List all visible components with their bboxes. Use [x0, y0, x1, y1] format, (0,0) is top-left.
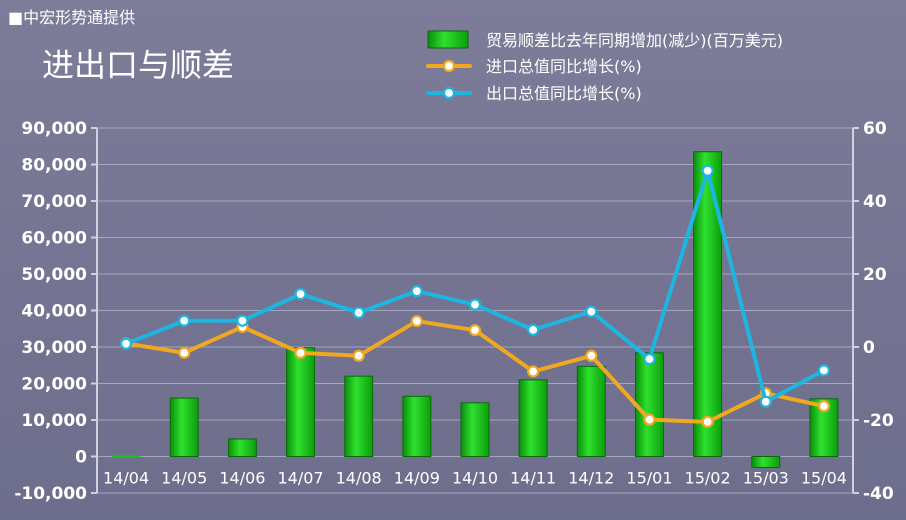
right-tick-label: 0	[863, 338, 875, 358]
left-tick-label: 40,000	[21, 302, 87, 322]
data-point	[352, 349, 365, 362]
left-tick-label: 0	[75, 448, 87, 468]
bar	[576, 365, 606, 457]
category-label: 14/04	[103, 469, 149, 488]
data-point	[759, 395, 772, 408]
legend-marker	[442, 59, 456, 73]
data-point	[410, 285, 423, 298]
legend-marker	[442, 86, 456, 100]
left-tick-label: 50,000	[21, 265, 87, 285]
left-tick-label: 30,000	[21, 338, 87, 358]
category-label: 15/04	[801, 469, 847, 488]
data-point	[527, 365, 540, 378]
category-label: 14/11	[510, 469, 556, 488]
right-tick-label: 40	[863, 192, 887, 212]
bar	[344, 375, 374, 458]
category-label: 14/08	[336, 469, 382, 488]
data-point	[817, 400, 831, 413]
data-point	[236, 314, 249, 327]
left-tick-label: 70,000	[21, 192, 87, 212]
data-point	[585, 349, 598, 362]
legend-swatch	[427, 30, 469, 49]
left-tick-label: 60,000	[21, 229, 87, 249]
left-axis-ticks: -10,000 0 10,000 20,000 30,000 40,000 50,000 60…	[14, 119, 97, 504]
data-point	[701, 415, 714, 428]
data-point	[527, 323, 540, 336]
left-tick-label: 20,000	[21, 375, 87, 395]
data-point	[178, 314, 191, 327]
legend-label: 出口总值同比增长(%)	[486, 84, 642, 103]
right-tick-label: 20	[863, 265, 887, 285]
legend-label: 贸易顺差比去年同期增加(减少)(百万美元)	[486, 31, 783, 50]
data-point	[701, 164, 714, 177]
bar	[460, 402, 490, 457]
left-tick-label: 80,000	[21, 156, 87, 176]
data-point	[352, 306, 365, 319]
category-label: 14/05	[161, 469, 207, 488]
right-axis-ticks: -40 -20 0 20 40 60	[853, 119, 894, 504]
bar	[169, 397, 199, 458]
data-point	[468, 324, 482, 337]
category-label: 14/09	[394, 469, 440, 488]
left-tick-label: -10,000	[14, 484, 87, 504]
left-tick-label: 90,000	[21, 119, 87, 139]
right-tick-label: -40	[863, 484, 894, 504]
legend: 贸易顺差比去年同期增加(减少)(百万美元) 进口总值同比增长(%) 出口总值同比增长…	[426, 30, 783, 103]
series-lines	[119, 164, 831, 428]
data-point	[817, 364, 831, 377]
data-point	[585, 305, 598, 318]
bars	[112, 151, 839, 468]
bar	[635, 352, 664, 457]
bar	[518, 379, 548, 458]
data-point	[643, 413, 656, 426]
category-labels: 14/04 14/05 14/06 14/07 14/08 14/09 14/10 14/11…	[103, 469, 847, 488]
data-point	[294, 346, 307, 359]
data-point	[410, 314, 423, 328]
category-label: 14/06	[219, 469, 265, 488]
chart-title: 进出口与顺差	[42, 46, 235, 84]
right-tick-label: 60	[863, 119, 887, 139]
legend-label: 进口总值同比增长(%)	[486, 57, 642, 76]
data-point	[119, 337, 133, 350]
category-label: 14/10	[452, 469, 498, 488]
category-label: 15/02	[685, 469, 731, 488]
bar	[286, 347, 315, 458]
right-tick-label: -20	[863, 411, 894, 431]
bar	[402, 395, 432, 457]
data-point	[643, 352, 656, 366]
category-label: 14/12	[568, 469, 614, 488]
left-tick-label: 10,000	[21, 411, 87, 431]
data-point	[178, 346, 191, 359]
category-label: 15/03	[743, 469, 789, 488]
bar	[751, 456, 781, 468]
category-label: 15/01	[626, 469, 672, 488]
bar	[227, 438, 257, 458]
category-label: 14/07	[277, 469, 323, 488]
data-point	[294, 287, 307, 301]
source-note: ■中宏形势通提供	[8, 8, 136, 27]
data-point	[468, 298, 482, 311]
